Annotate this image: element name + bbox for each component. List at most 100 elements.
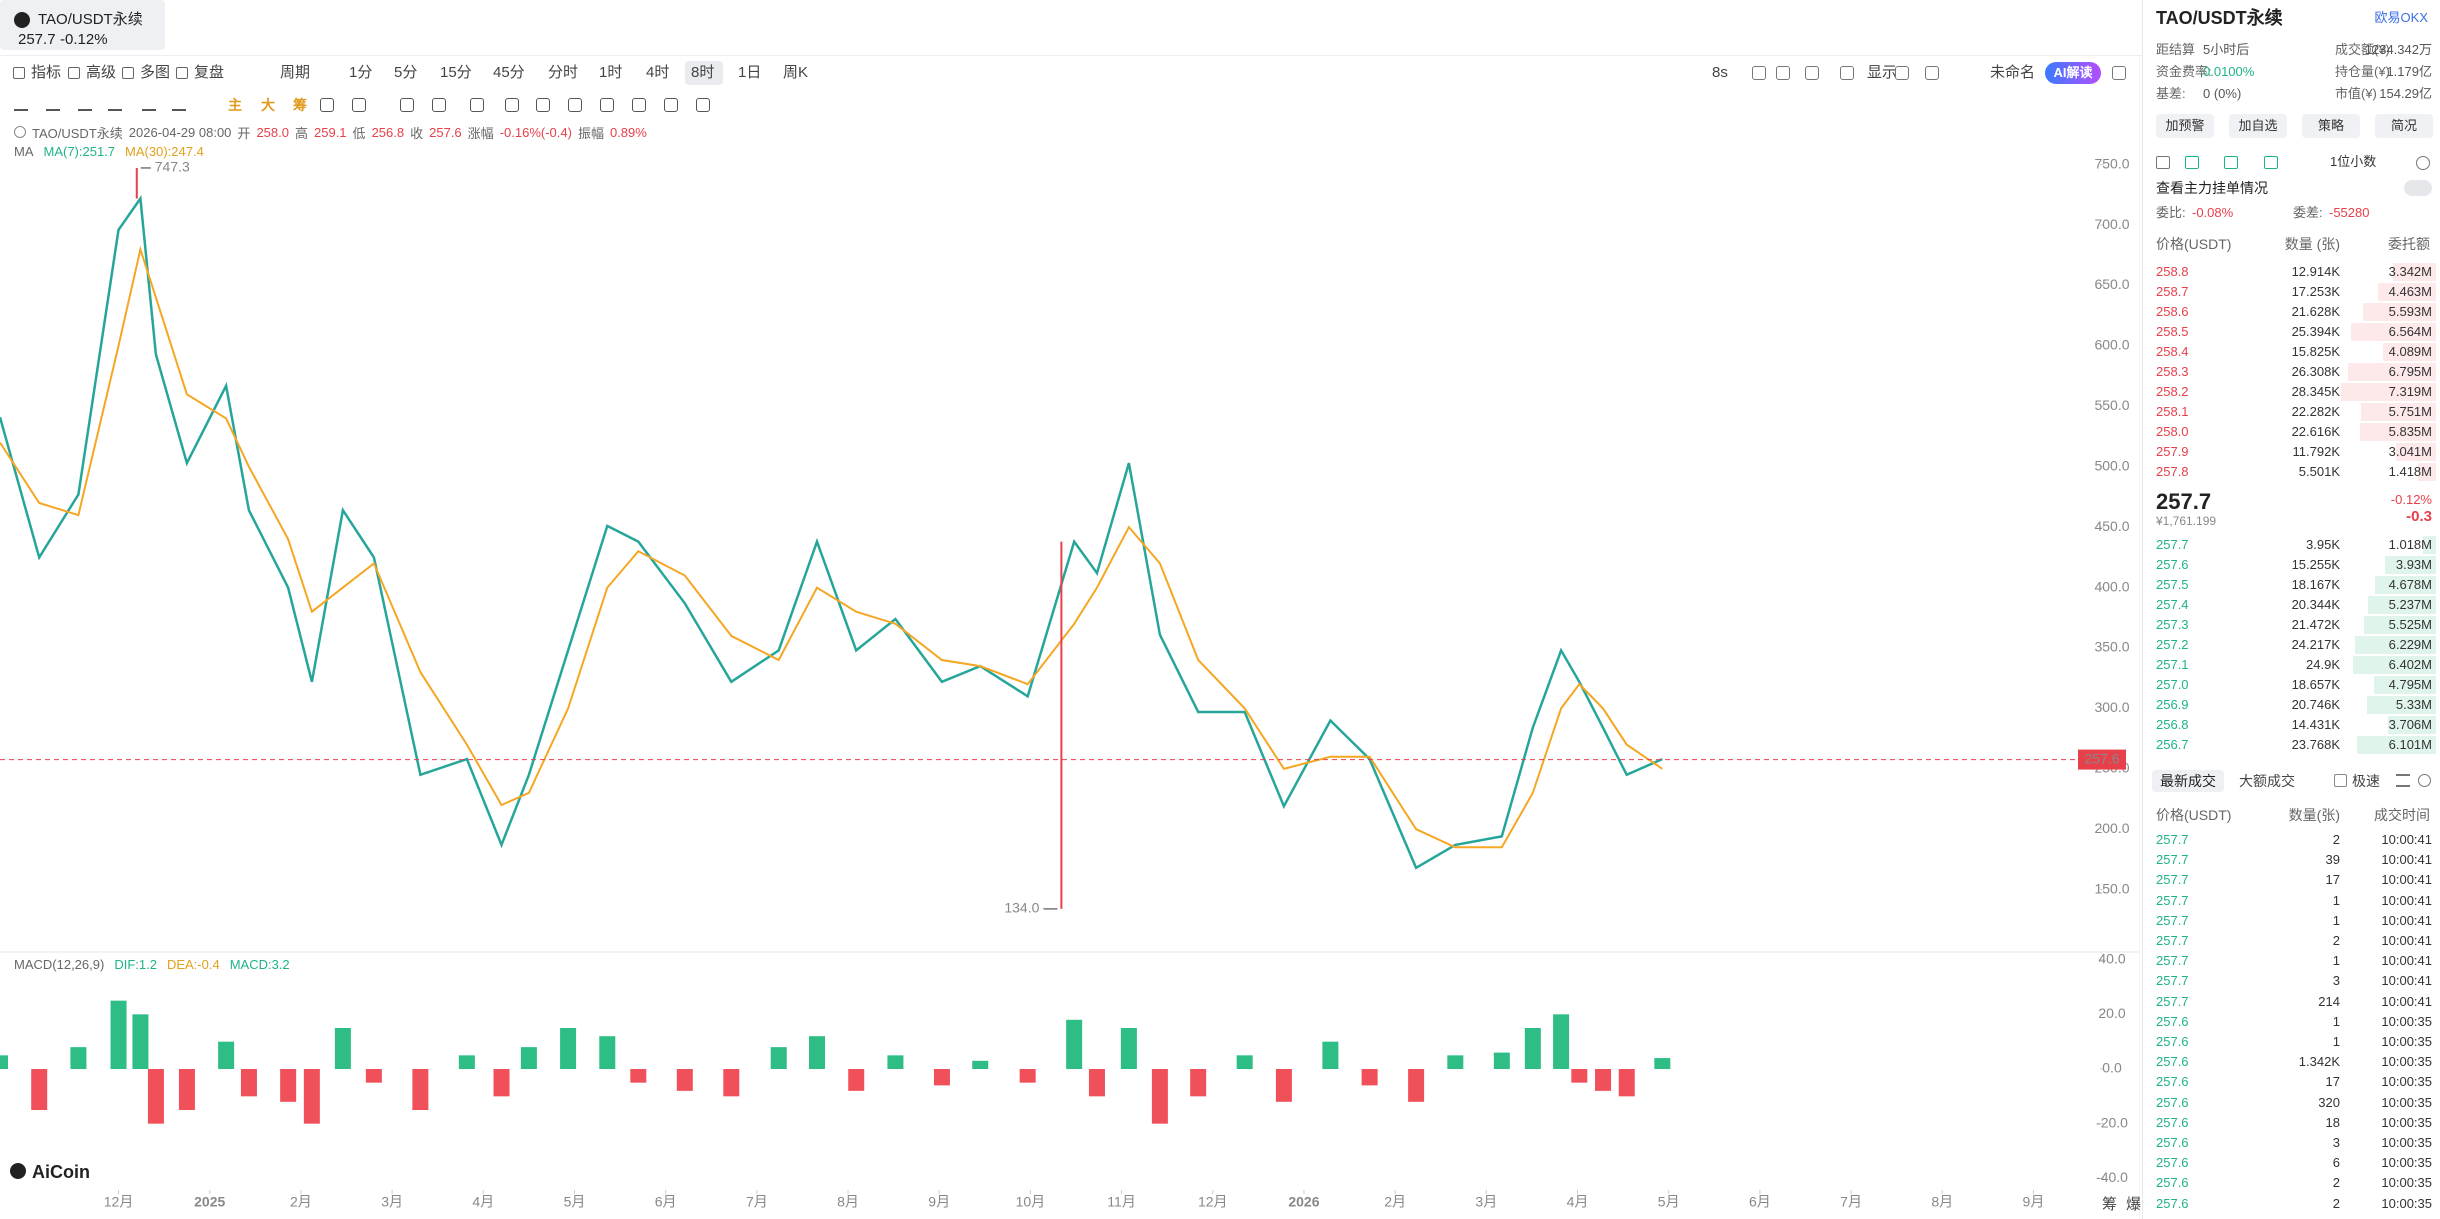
book-view-icon[interactable] (2185, 156, 2199, 169)
book-qty: 5.501K (2298, 464, 2340, 479)
draw-tool[interactable] (505, 98, 519, 112)
draw-label[interactable]: 大 (261, 97, 275, 113)
draw-label[interactable]: 筹 (293, 97, 307, 113)
y-tick-label: 450.0 (2094, 518, 2129, 534)
period[interactable]: 45分 (493, 64, 525, 81)
panel-title: TAO/USDT永续 (2156, 8, 2283, 28)
draw-tool[interactable] (432, 98, 446, 112)
x-tick-label: 9月 (928, 1194, 950, 1210)
book-view-icon[interactable] (2224, 156, 2238, 169)
toolbar-right[interactable]: 8s (1712, 64, 1728, 81)
panel-button[interactable] (2156, 114, 2214, 138)
macd-bar (1493, 1052, 1510, 1069)
period[interactable]: 5分 (394, 64, 418, 81)
panel-button[interactable] (2302, 114, 2360, 138)
book-price: 257.5 (2156, 577, 2189, 592)
period[interactable]: 周K (783, 64, 809, 81)
draw-tool[interactable] (632, 98, 646, 112)
draw-tool[interactable] (142, 99, 156, 111)
toolbar-item[interactable]: 多图 (140, 64, 171, 81)
macd-bar (520, 1047, 537, 1069)
last-price-label: 257.6 (2084, 750, 2119, 766)
y-tick-label: 150.0 (2094, 880, 2129, 896)
draw-tool[interactable] (320, 98, 334, 112)
legend-icon[interactable] (14, 126, 26, 138)
column-header: 成交时间 (2374, 807, 2430, 823)
exchange[interactable]: 欧易OKX (2374, 10, 2428, 25)
mid-change: -0.3 (2406, 508, 2432, 525)
tab-selected[interactable] (2152, 770, 2224, 792)
panel-button[interactable] (2229, 114, 2287, 138)
book-qty: 18.167K (2291, 577, 2340, 592)
period[interactable]: 8时 (691, 64, 715, 81)
macd-bar (1151, 1069, 1168, 1124)
tab-add[interactable] (190, 16, 204, 30)
draw-tool[interactable] (600, 98, 614, 112)
period[interactable]: 1分 (349, 64, 373, 81)
checkbox[interactable] (2334, 774, 2347, 787)
period[interactable]: 15分 (440, 64, 472, 81)
draw-tool[interactable] (14, 99, 28, 111)
period[interactable]: 周期 (280, 64, 311, 81)
book-qty: 21.628K (2291, 304, 2340, 319)
draw-tool[interactable] (46, 99, 60, 111)
trade-qty: 6 (2332, 1155, 2340, 1171)
book-qty: 15.825K (2291, 344, 2340, 359)
panel-button[interactable] (2375, 114, 2433, 138)
period[interactable]: 1时 (599, 64, 623, 81)
macd-bar (132, 1014, 149, 1069)
macd-bar (1088, 1069, 1105, 1097)
macd-bar (1408, 1069, 1425, 1102)
precision[interactable]: 1位小数 (2330, 154, 2377, 169)
period[interactable]: 1日 (738, 64, 762, 81)
trade-tab[interactable]: 最新成交 (2160, 773, 2216, 789)
draw-tool[interactable] (352, 98, 366, 112)
book-view-icon[interactable] (2264, 156, 2278, 169)
book-amount: 1.018M (2388, 537, 2432, 552)
toolbar-right[interactable]: 未命名 (1990, 64, 2036, 81)
toolbar-item[interactable]: 高级 (86, 64, 117, 81)
panel-button-label[interactable]: 加自选 (2238, 118, 2278, 133)
draw-tool[interactable] (172, 99, 186, 111)
book-qty: 22.616K (2291, 424, 2340, 439)
draw-label[interactable]: 主 (228, 97, 242, 113)
toolbar-item[interactable]: 指标 (31, 64, 62, 81)
x-tick-label: 8月 (837, 1194, 859, 1210)
trade-price: 257.6 (2156, 1195, 2189, 1211)
draw-tool[interactable] (400, 98, 414, 112)
toolbar-item[interactable]: 复盘 (194, 64, 225, 81)
trade-tab[interactable]: 极速 (2352, 773, 2380, 789)
x-tick-label: 11月 (1107, 1194, 1136, 1210)
trade-tab[interactable]: 大额成交 (2239, 773, 2295, 789)
draw-tool[interactable] (78, 99, 92, 111)
trade-qty: 1 (2332, 953, 2340, 969)
logo: AiCoin (32, 1162, 90, 1182)
settings-icon[interactable] (2416, 156, 2430, 170)
book-amount: 6.564M (2388, 324, 2432, 339)
info-label: 成交额(¥) (2335, 42, 2390, 57)
settings-icon[interactable] (2418, 774, 2431, 787)
panel-button-label[interactable]: 加预警 (2165, 118, 2205, 133)
footer-item[interactable]: 爆 (2126, 1196, 2142, 1213)
filter-icon[interactable] (2396, 774, 2410, 787)
toolbar-right[interactable]: 显示 (1867, 64, 1898, 81)
draw-tool[interactable] (568, 98, 582, 112)
panel-button-label[interactable]: 策略 (2317, 118, 2345, 133)
ma-legend: MA MA(7):251.7 MA(30):247.4 (14, 141, 614, 161)
legend-field-value: -0.16%(-0.4) (499, 124, 572, 140)
panel-border (2142, 0, 2143, 1219)
panel-button-label[interactable]: 简况 (2390, 118, 2418, 133)
period[interactable]: 分时 (548, 64, 579, 81)
toggle[interactable] (2404, 180, 2432, 196)
draw-tool[interactable] (108, 99, 122, 111)
draw-tool[interactable] (536, 98, 550, 112)
book-view-icon[interactable] (2156, 156, 2170, 169)
book-amount: 6.101M (2388, 737, 2432, 752)
ai-button[interactable] (2045, 62, 2101, 84)
draw-tool[interactable] (696, 98, 710, 112)
share-icon[interactable] (2112, 66, 2126, 80)
draw-tool[interactable] (470, 98, 484, 112)
footer-item[interactable]: 筹 (2102, 1196, 2118, 1213)
draw-tool[interactable] (664, 98, 678, 112)
period[interactable]: 4时 (646, 64, 670, 81)
